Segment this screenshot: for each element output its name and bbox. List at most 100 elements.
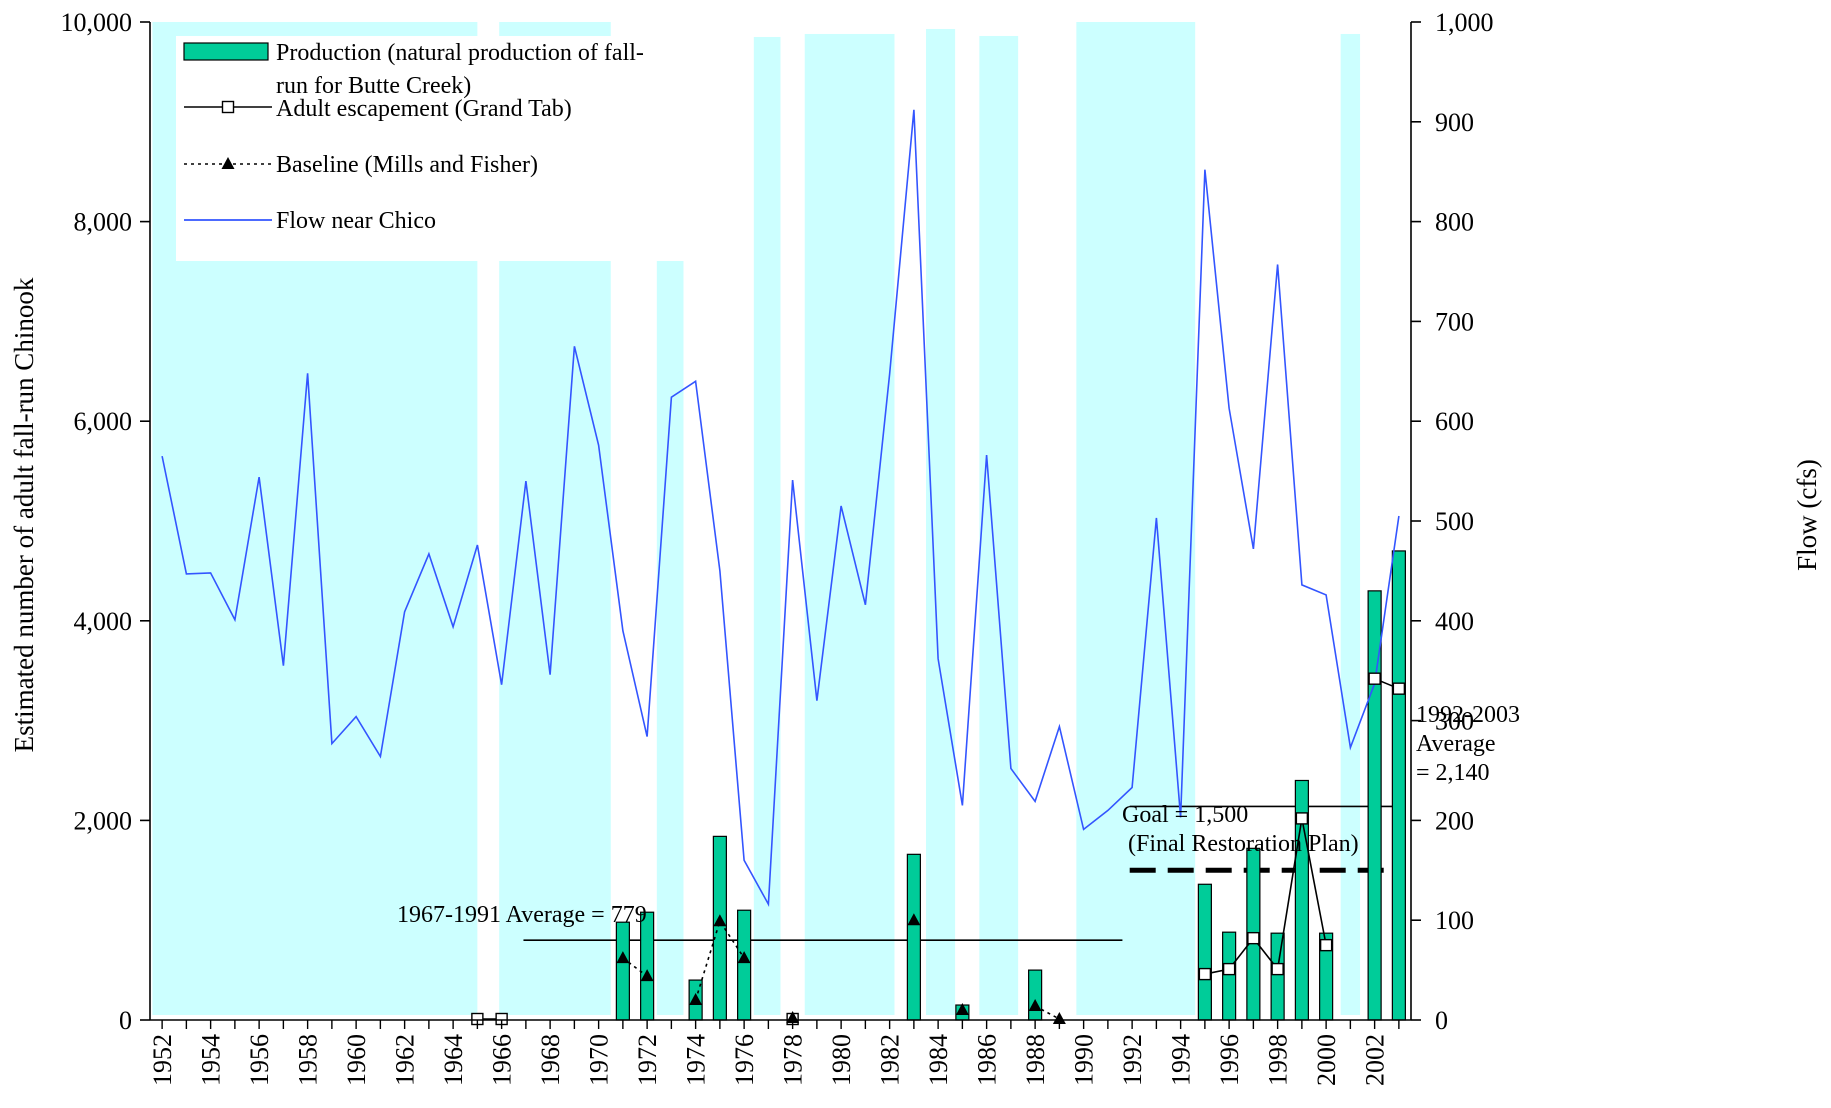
x-tick-label: 1966: [488, 1034, 517, 1086]
legend: Production (natural production of fall-r…: [183, 40, 644, 234]
annotation-goal: (Final Restoration Plan): [1122, 831, 1359, 857]
shaded-band: [1340, 33, 1361, 1015]
x-tick-label: 1952: [148, 1034, 177, 1086]
production-bars: [615, 550, 1406, 1021]
escapement-point-1998: [1271, 962, 1284, 976]
shaded-band: [753, 36, 781, 1016]
y-tick-label: 0: [119, 1006, 132, 1035]
y2-tick-label: 400: [1435, 607, 1474, 636]
y-tick-label: 2,000: [74, 806, 133, 835]
baseline-point-1975: [713, 914, 727, 927]
annotation-1967-1991-average: 1967-1991 Average = 779: [397, 902, 647, 928]
x-tick-label: 1984: [924, 1034, 953, 1086]
production-bar-2003: [1391, 550, 1406, 1021]
legend-label-baseline: Baseline (Mills and Fisher): [276, 152, 538, 178]
escapement-point-2002: [1368, 672, 1381, 685]
x-tick-label: 1998: [1264, 1034, 1293, 1086]
baseline-point-1971: [616, 951, 630, 964]
reference-lines: [523, 805, 1402, 941]
x-tick-label: 1958: [294, 1034, 323, 1086]
x-tick-label: 1988: [1021, 1034, 1050, 1086]
x-tick-label: 1992: [1118, 1034, 1147, 1086]
legend-swatch-production: [183, 42, 269, 61]
y2-tick-label: 900: [1435, 108, 1474, 137]
baseline-point-1983: [907, 913, 921, 926]
escapement-point-1997: [1247, 931, 1260, 945]
legend-label-production-line2: run for Butte Creek): [276, 73, 471, 99]
x-tick-label: 1990: [1070, 1034, 1099, 1086]
production-bar-1983: [906, 853, 921, 1021]
production-bar-1972: [640, 911, 655, 1021]
x-tick-label: 1982: [876, 1034, 905, 1086]
escapement-point-1996: [1222, 962, 1236, 976]
production-bar-1975: [712, 835, 727, 1021]
baseline-point-1976: [737, 951, 751, 964]
baseline-point-1974: [689, 993, 703, 1006]
y2-axis-title: Flow (cfs): [1792, 459, 1822, 571]
y2-tick-label: 0: [1435, 1006, 1448, 1035]
axes: [140, 21, 1421, 1029]
y2-tick-label: 600: [1435, 407, 1474, 436]
x-tick-label: 1994: [1167, 1034, 1196, 1086]
escapement-point-2003: [1392, 682, 1406, 695]
x-tick-label: 1962: [391, 1034, 420, 1086]
production-bar-1976: [737, 909, 752, 1021]
baseline-series: [616, 913, 1066, 1025]
x-tick-label: 1996: [1215, 1034, 1244, 1086]
x-tick-label: 1968: [536, 1034, 565, 1086]
x-tick-label: 1960: [342, 1034, 371, 1086]
x-tick-label: 2002: [1361, 1034, 1390, 1086]
legend-label-production: Production (natural production of fall-: [276, 40, 644, 66]
baseline-line-0: [622, 957, 648, 977]
y2-tick-label: 200: [1435, 806, 1474, 835]
x-tick-label: 1986: [973, 1034, 1002, 1086]
production-bar-1995: [1197, 883, 1212, 1021]
x-tick-label: 1974: [682, 1034, 711, 1086]
y2-tick-label: 800: [1435, 208, 1474, 237]
production-bar-1971: [615, 921, 630, 1021]
y-tick-label: 8,000: [74, 208, 133, 237]
y2-tick-label: 700: [1435, 307, 1474, 336]
legend-background: [176, 36, 686, 261]
x-tick-label: 1978: [779, 1034, 808, 1086]
x-tick-label: 1956: [245, 1034, 274, 1086]
y2-tick-label: 100: [1435, 906, 1474, 935]
annotation-goal: Goal = 1,500: [1122, 802, 1248, 828]
y2-tick-label: 300: [1435, 707, 1474, 736]
baseline-line-5: [1034, 1005, 1060, 1020]
flow-series: [161, 109, 1400, 908]
annotation-1992-2003-average: Average: [1416, 731, 1496, 757]
baseline-point-1988: [1028, 999, 1042, 1012]
x-tick-label: 1954: [197, 1034, 226, 1086]
escapement-point-1999: [1295, 812, 1309, 825]
escapement-point-2000: [1319, 938, 1333, 952]
x-tick-label: 1980: [827, 1034, 856, 1086]
x-tick-label: 2000: [1312, 1034, 1341, 1086]
legend-marker-baseline: [221, 157, 235, 169]
y-tick-label: 4,000: [74, 607, 133, 636]
legend-label-escapement: Adult escapement (Grand Tab): [276, 96, 572, 122]
x-tick-label: 1972: [633, 1034, 662, 1086]
production-bar-1998: [1270, 932, 1285, 1021]
tick-labels: 0 2,000 4,000 6,000 8,000 10,000 0 100 200 300 400…: [61, 8, 1494, 1086]
y-tick-label: 10,000: [61, 8, 133, 37]
escapement-point-1995: [1198, 967, 1212, 981]
x-tick-label: 1970: [585, 1034, 614, 1086]
shaded-band: [804, 33, 895, 1015]
x-tick-label: 1976: [730, 1034, 759, 1086]
production-bar-1996: [1222, 931, 1237, 1021]
x-tick-label: 1964: [439, 1034, 468, 1086]
y-axis-title: Estimated number of adult fall-run Chino…: [9, 277, 39, 752]
shaded-band: [926, 28, 956, 1015]
flow-line: [161, 109, 1400, 908]
production-bar-1988: [1028, 969, 1043, 1021]
shaded-band: [979, 35, 1019, 1016]
annotation-1992-2003-average: 1992-2003: [1416, 702, 1520, 728]
shaded-band: [1076, 22, 1196, 1015]
baseline-point-1989: [1052, 1012, 1066, 1025]
baseline-point-1972: [640, 969, 654, 982]
annotations: 1967-1991 Average = 779 1992-2003 Average =…: [397, 702, 1520, 928]
y-tick-label: 6,000: [74, 407, 133, 436]
y2-tick-label: 500: [1435, 507, 1474, 536]
